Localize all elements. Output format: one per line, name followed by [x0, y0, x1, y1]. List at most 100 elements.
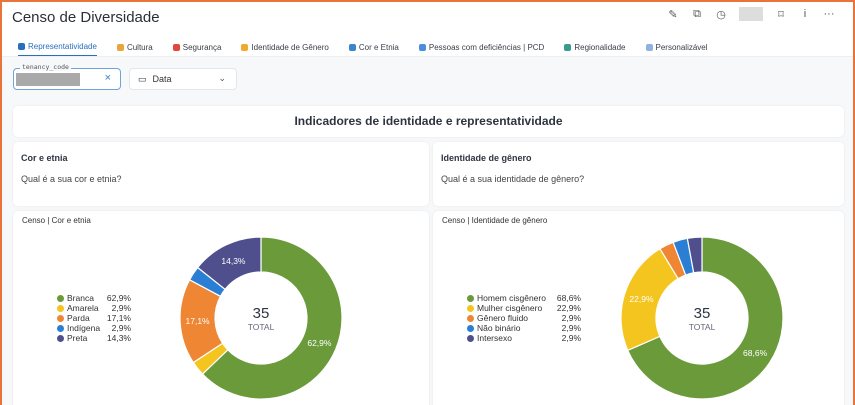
legend-value: 2,9% — [561, 323, 581, 333]
question-card-cor: Cor e etnia Qual é a sua cor e etnia? — [13, 142, 429, 206]
date-filter[interactable]: ▭ Data ⌄ — [129, 68, 237, 90]
legend-dot — [467, 334, 474, 342]
redacted-value — [16, 73, 80, 86]
legend-label: Amarela — [67, 303, 99, 313]
slice-branca[interactable] — [201, 236, 343, 400]
data-label: 14,3% — [221, 256, 246, 266]
question-card-genero: Identidade de gênero Qual é a sua identi… — [433, 142, 844, 206]
tab-label: Representatividade — [28, 42, 97, 51]
legend-dot — [57, 304, 64, 312]
tab-4[interactable]: Cor e Etnia — [348, 42, 399, 56]
legend-value: 17,1% — [106, 313, 131, 323]
legend-item[interactable]: Intersexo 2,9% — [467, 333, 581, 343]
chevron-down-icon: ⌄ — [218, 73, 226, 83]
legend-dot — [57, 324, 64, 332]
chart-title: Censo | Identidade de gênero — [442, 216, 548, 225]
data-label: 22,9% — [629, 294, 654, 304]
legend-dot — [467, 314, 474, 322]
data-label: 17,1% — [186, 316, 211, 326]
legend-label: Intersexo — [477, 333, 512, 343]
data-label: 62,9% — [307, 338, 332, 348]
tab-label: Segurança — [182, 42, 222, 52]
bookmark-icon[interactable]: ⌑ — [778, 8, 784, 21]
tab-7[interactable]: Personalizável — [645, 42, 708, 56]
legend-item[interactable]: Não binário 2,9% — [467, 323, 581, 333]
total-value: 35 — [694, 305, 711, 322]
legend-dot — [467, 304, 474, 312]
tenancy-code-label: tenancy_code — [20, 63, 71, 71]
legend-dot — [57, 334, 64, 342]
tab-label: Cor e Etnia — [358, 42, 399, 52]
tab-5[interactable]: Pessoas com deficiências | PCD — [418, 42, 545, 56]
legend-value: 2,9% — [561, 333, 581, 343]
chart-card-genero: Censo | Identidade de gênero Homem cisgê… — [433, 211, 844, 405]
tab-0[interactable]: Representatividade — [18, 42, 97, 56]
legend: Homem cisgênero 68,6% Mulher cisgênero 22,9… — [467, 293, 581, 343]
total-label: TOTAL — [248, 322, 275, 332]
legend-value: 62,9% — [106, 293, 131, 303]
legend-label: Homem cisgênero — [477, 293, 546, 303]
tab-label: Regionalidade — [574, 42, 626, 52]
legend-item[interactable]: Gênero fluido 2,9% — [467, 313, 581, 323]
legend-value: 2,9% — [111, 323, 131, 333]
legend-item[interactable]: Preta 14,3% — [57, 333, 131, 343]
tab-label: Cultura — [126, 42, 153, 52]
tab-3[interactable]: Identidade de Gênero — [241, 42, 329, 56]
chart-card-cor: Censo | Cor e etnia Branca 62,9% Amarela 2,… — [13, 211, 429, 405]
pencil-icon[interactable]: ✎ — [668, 8, 678, 21]
legend-label: Indígena — [67, 323, 101, 333]
legend-item[interactable]: Branca 62,9% — [57, 293, 131, 303]
slice-homem-cisgênero[interactable] — [626, 236, 784, 400]
tab-label: Identidade de Gênero — [251, 42, 329, 52]
legend-item[interactable]: Indígena 2,9% — [57, 323, 131, 333]
tab-1[interactable]: Cultura — [116, 42, 153, 56]
calendar-icon: ▭ — [138, 74, 147, 84]
legend-label: Não binário — [477, 323, 521, 333]
external-link-icon[interactable]: ⧉ — [693, 7, 701, 20]
clock-icon[interactable]: ◷ — [716, 8, 726, 21]
legend-value: 22,9% — [556, 303, 581, 313]
tab-6[interactable]: Regionalidade — [564, 42, 626, 56]
legend-item[interactable]: Parda 17,1% — [57, 313, 131, 323]
tenancy-code-input[interactable]: tenancy_code × — [13, 63, 121, 90]
legend-item[interactable]: Mulher cisgênero 22,9% — [467, 303, 581, 313]
legend-dot — [57, 294, 64, 302]
question-title: Identidade de gênero — [441, 153, 532, 163]
legend-label: Parda — [67, 313, 90, 323]
slice-intersexo[interactable] — [686, 236, 703, 274]
total-label: TOTAL — [689, 322, 716, 332]
clear-icon[interactable]: × — [104, 72, 111, 84]
legend-item[interactable]: Amarela 2,9% — [57, 303, 131, 313]
question-text: Qual é a sua cor e etnia? — [21, 174, 122, 184]
tab-icon — [172, 43, 180, 51]
legend-label: Preta — [67, 333, 88, 343]
legend-label: Gênero fluido — [477, 313, 529, 323]
page-title: Censo de Diversidade — [12, 9, 160, 26]
date-label: Data — [152, 74, 172, 84]
section-title: Indicadores de identidade e representati… — [13, 106, 844, 137]
info-icon[interactable]: i — [803, 8, 807, 20]
slice-preta[interactable] — [196, 236, 262, 291]
legend-value: 2,9% — [561, 313, 581, 323]
legend-dot — [467, 324, 474, 332]
tab-icon — [564, 43, 572, 51]
legend-dot — [57, 314, 64, 322]
tab-label: Pessoas com deficiências | PCD — [428, 42, 545, 52]
tab-icon — [645, 43, 653, 51]
data-label: 68,6% — [743, 348, 768, 358]
more-icon[interactable]: ··· — [823, 8, 835, 20]
chart-title: Censo | Cor e etnia — [22, 216, 91, 225]
legend-label: Branca — [67, 293, 94, 303]
tab-2[interactable]: Segurança — [172, 42, 222, 56]
tab-icon — [18, 43, 25, 50]
top-bar: Censo de Diversidade ✎ ⧉ ◷ ⌑ i ··· Repre… — [2, 2, 853, 57]
divider — [739, 7, 763, 21]
tab-icon — [418, 43, 426, 51]
legend: Branca 62,9% Amarela 2,9% Parda 17,1% Indígena… — [57, 293, 131, 343]
question-title: Cor e etnia — [21, 153, 68, 163]
legend-dot — [467, 294, 474, 302]
legend-item[interactable]: Homem cisgênero 68,6% — [467, 293, 581, 303]
